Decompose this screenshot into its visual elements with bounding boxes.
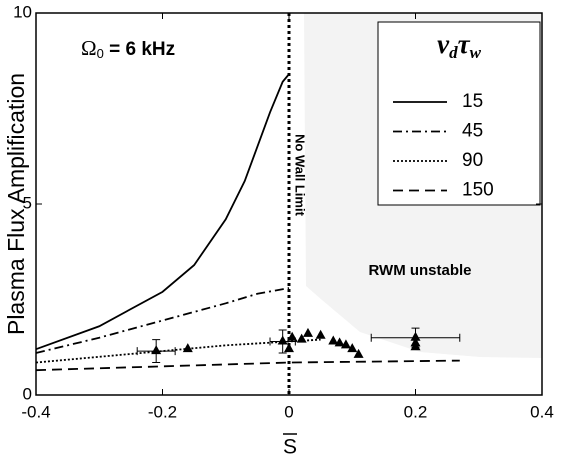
legend-label: 150 bbox=[462, 180, 494, 201]
legend-title-part: ν bbox=[437, 29, 450, 59]
data-point bbox=[353, 348, 364, 358]
annotation-subscript: 0 bbox=[97, 46, 104, 61]
data-point bbox=[328, 335, 339, 345]
legend-title-part: τ bbox=[458, 29, 471, 59]
legend-label: 15 bbox=[462, 91, 483, 112]
no-wall-label: No Wall Limit bbox=[293, 134, 308, 217]
data-point bbox=[277, 335, 288, 345]
y-axis-label: Plasma Flux Amplification bbox=[3, 73, 29, 335]
data-point bbox=[410, 341, 421, 351]
series-line bbox=[35, 338, 321, 364]
y-tick-label: 10 bbox=[13, 2, 32, 21]
x-tick-label: -0.2 bbox=[148, 402, 177, 421]
x-axis-label: S bbox=[283, 436, 297, 459]
series-line bbox=[35, 73, 290, 351]
x-tick-label: 0 bbox=[284, 402, 293, 421]
x-tick-label: -0.4 bbox=[21, 402, 50, 421]
legend-title-sub: w bbox=[470, 43, 482, 62]
data-point bbox=[284, 343, 294, 353]
data-point bbox=[182, 343, 193, 353]
data-point bbox=[296, 333, 307, 343]
data-point bbox=[302, 327, 313, 337]
x-tick-label: 0.2 bbox=[404, 402, 428, 421]
region-label: RWM unstable bbox=[368, 262, 471, 279]
y-tick-label: 5 bbox=[23, 193, 32, 212]
y-tick-label: 0 bbox=[23, 384, 32, 403]
legend-box bbox=[377, 21, 541, 206]
data-point bbox=[315, 329, 326, 339]
data-point bbox=[334, 337, 345, 347]
data-point bbox=[340, 339, 351, 349]
annotation: Ω0 = 6 kHz bbox=[81, 36, 175, 62]
legend-label: 90 bbox=[462, 150, 483, 171]
series-line bbox=[35, 359, 460, 372]
data-point bbox=[347, 343, 358, 353]
series-line bbox=[35, 287, 290, 354]
annotation-symbol: Ω bbox=[81, 36, 97, 60]
x-tick-label: 0.4 bbox=[530, 402, 554, 421]
legend-title: νdτw bbox=[437, 29, 481, 62]
data-point bbox=[151, 345, 162, 355]
legend-label: 45 bbox=[462, 121, 483, 142]
legend-title-sub: d bbox=[449, 43, 458, 62]
annotation-text: = 6 kHz bbox=[104, 39, 175, 60]
data-point bbox=[410, 331, 421, 341]
data-point bbox=[287, 331, 298, 341]
